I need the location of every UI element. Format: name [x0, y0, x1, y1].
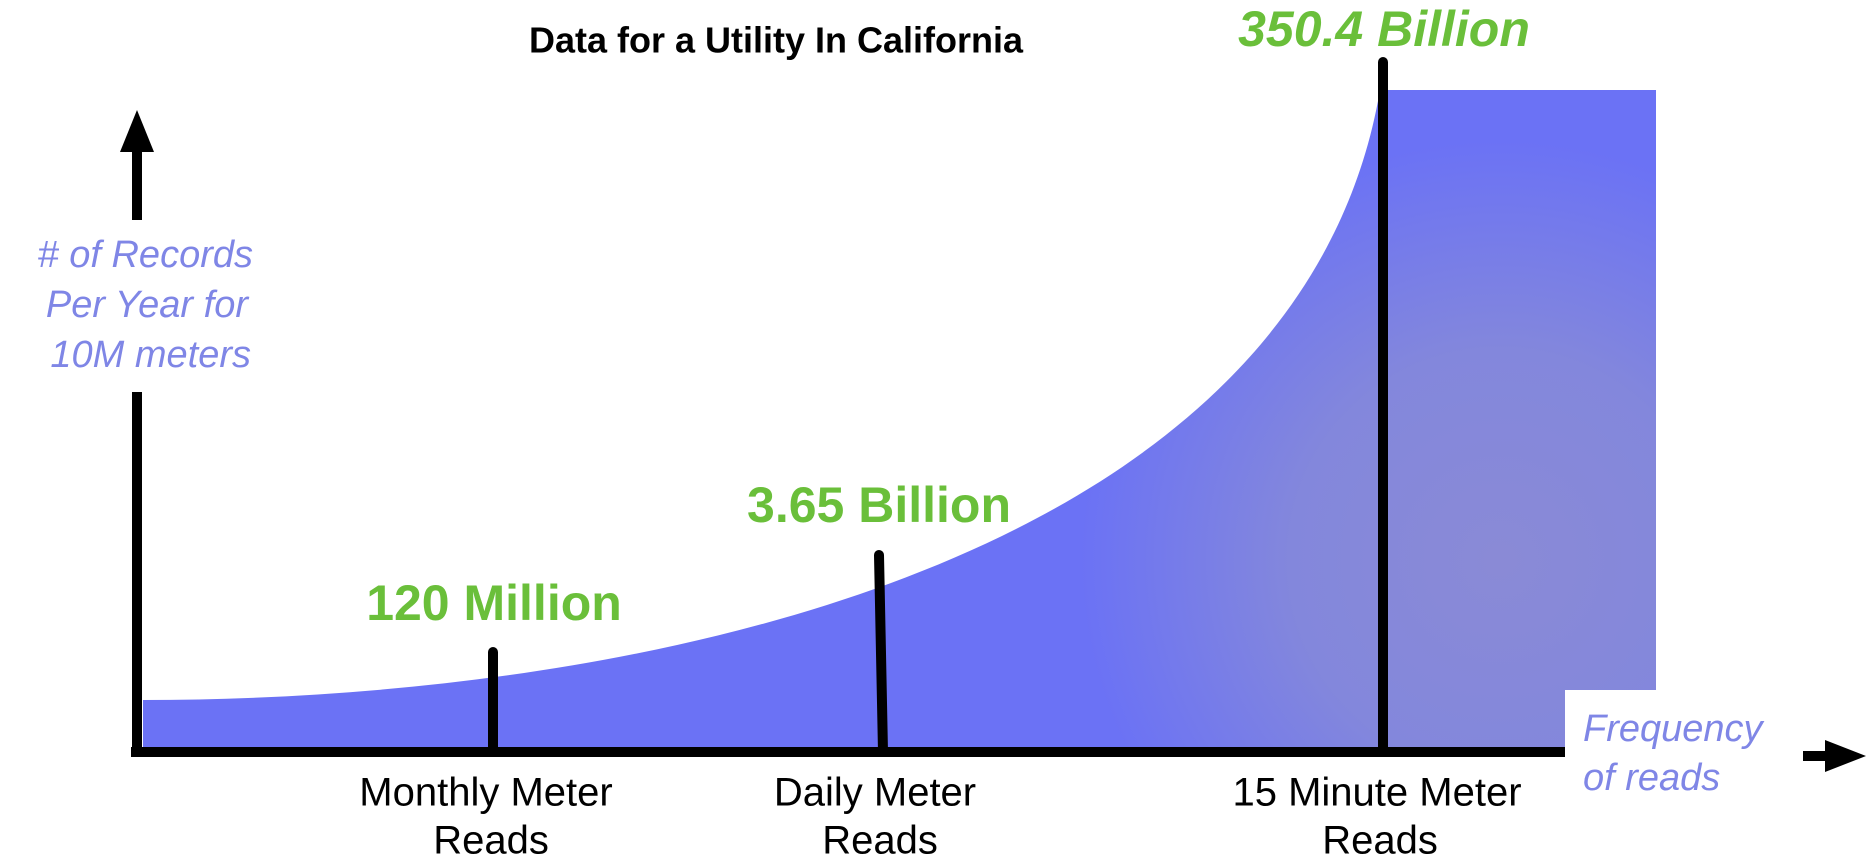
- category-label: Daily Meter: [774, 771, 976, 815]
- growth-area: [143, 90, 1656, 752]
- x-axis-arrow: [1825, 740, 1866, 772]
- x-axis-label: of reads: [1583, 757, 1720, 799]
- category-label: Reads: [433, 819, 549, 862]
- category-label: Monthly Meter: [359, 771, 612, 815]
- y-axis-arrow: [120, 110, 154, 152]
- category-label: 15 Minute Meter: [1232, 771, 1521, 815]
- x-axis-label: Frequency: [1583, 708, 1765, 750]
- y-axis-label: 10M meters: [50, 334, 251, 376]
- y-axis-label: Per Year for: [46, 284, 249, 326]
- title: Data for a Utility In California: [529, 20, 1024, 61]
- value-label: 350.4 Billion: [1238, 1, 1530, 57]
- value-label: 120 Million: [366, 575, 622, 631]
- y-axis-label: # of Records: [38, 234, 253, 276]
- value-label: 3.65 Billion: [747, 477, 1011, 533]
- category-label: Reads: [822, 819, 938, 862]
- tick: [874, 550, 888, 757]
- label-background: [1565, 690, 1665, 756]
- category-label: Reads: [1322, 819, 1438, 862]
